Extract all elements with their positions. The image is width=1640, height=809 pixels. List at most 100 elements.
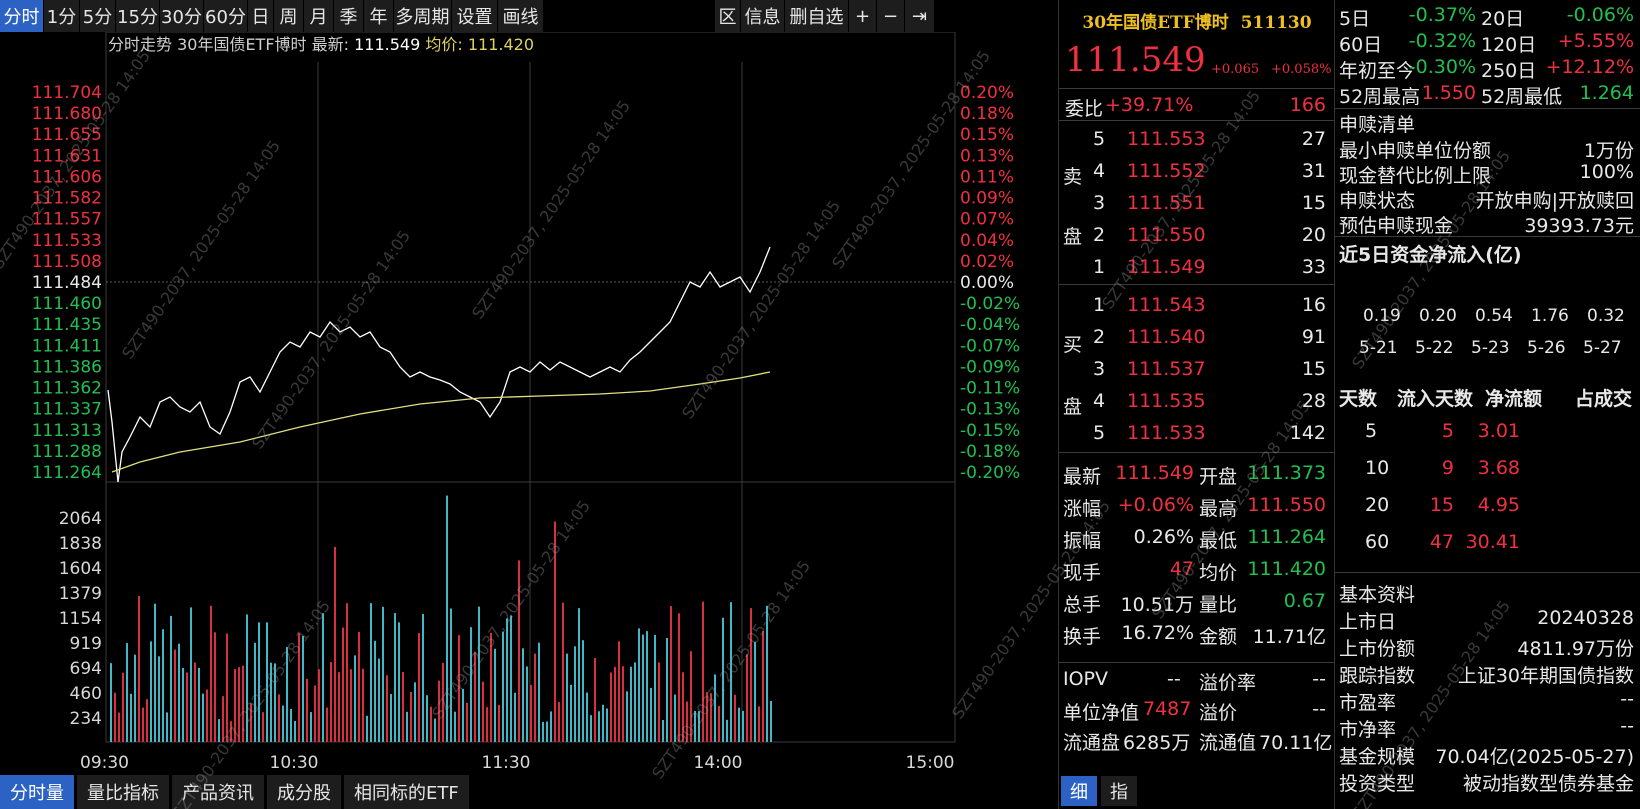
- stat-label: 总手: [1063, 594, 1102, 616]
- stat-value: +0.06%: [1117, 494, 1194, 516]
- basic-label: 基金规模: [1339, 746, 1416, 768]
- period-tab-1[interactable]: 1分: [44, 0, 80, 32]
- price-tick: 111.680: [32, 104, 102, 124]
- toolbar-action-4[interactable]: −: [877, 0, 905, 32]
- period-tab-9[interactable]: 季: [334, 0, 364, 32]
- volume-bar: [286, 647, 288, 742]
- period-tab-7[interactable]: 周: [274, 0, 304, 32]
- toolbar-action-0[interactable]: 区: [715, 0, 741, 32]
- volume-bar: [714, 674, 716, 742]
- basic-title: 基本资料: [1339, 584, 1416, 606]
- volume-bar: [482, 681, 484, 742]
- weicha-value: 166: [1289, 94, 1326, 116]
- volume-bar: [550, 711, 552, 742]
- flow-date: 5-23: [1471, 338, 1510, 358]
- period-tab-10[interactable]: 年: [364, 0, 394, 32]
- perf-value: 1.264: [1579, 82, 1634, 104]
- period-tab-5[interactable]: 60分: [204, 0, 248, 32]
- volume-bar: [402, 671, 404, 742]
- period-tab-0[interactable]: 分时: [0, 0, 44, 32]
- volume-bar: [450, 608, 452, 742]
- period-tab-13[interactable]: 画线: [498, 0, 544, 32]
- intraday-chart[interactable]: 分时走势 30年国债ETF博时 最新: 111.549 均价: 111.420 1…: [0, 32, 1058, 774]
- toolbar-action-2[interactable]: 删自选: [785, 0, 849, 32]
- toolbar-action-3[interactable]: +: [849, 0, 877, 32]
- period-tab-11[interactable]: 多周期: [394, 0, 452, 32]
- flow-inflow-days: 47: [1429, 531, 1454, 553]
- price-tick: 111.704: [32, 83, 102, 103]
- tab-zhi[interactable]: 指: [1101, 776, 1137, 806]
- stat-label: 均价: [1199, 562, 1238, 584]
- price-tick: 111.508: [32, 252, 102, 272]
- volume-bar: [666, 637, 668, 742]
- vol-tick: 1379: [59, 584, 102, 604]
- period-tab-4[interactable]: 30分: [160, 0, 204, 32]
- volume-bar: [422, 613, 424, 742]
- sell-price: 111.551: [1127, 192, 1206, 214]
- buy-level: 4: [1093, 390, 1106, 412]
- sell-label: 卖: [1063, 166, 1083, 188]
- pct-tick: -0.07%: [960, 336, 1020, 356]
- volume-bar: [758, 706, 760, 742]
- sell-level: 2: [1093, 224, 1106, 246]
- vol-tick: 460: [70, 684, 102, 704]
- toolbar-action-1[interactable]: 信息: [741, 0, 785, 32]
- volume-bar: [466, 702, 468, 742]
- volume-bar: [622, 666, 624, 742]
- volume-bar: [570, 684, 572, 742]
- stat-label: 涨幅: [1063, 498, 1102, 520]
- price-tick: 111.411: [32, 336, 102, 356]
- time-tick: 09:30: [80, 753, 129, 773]
- period-tab-3[interactable]: 15分: [116, 0, 160, 32]
- bottom-tab-0[interactable]: 分时量: [0, 775, 74, 809]
- volume-bar: [634, 662, 636, 742]
- stat-label: 金额: [1199, 626, 1238, 648]
- volume-bar: [442, 662, 444, 742]
- volume-bar: [166, 712, 168, 742]
- bottom-tab-3[interactable]: 成分股: [267, 775, 341, 809]
- tab-xi[interactable]: 细: [1061, 776, 1097, 806]
- volume-bar: [130, 693, 132, 742]
- flow-days: 60: [1365, 531, 1390, 553]
- volume-bar: [470, 627, 472, 742]
- buy-label: 买: [1063, 334, 1083, 356]
- basic-label: 市净率: [1339, 719, 1397, 741]
- weibi-label: 委比: [1065, 98, 1104, 120]
- volume-bar: [646, 631, 648, 742]
- volume-bar: [362, 668, 364, 742]
- volume-bar: [534, 653, 536, 742]
- stat-label: 换手: [1063, 626, 1102, 648]
- bottom-tab-1[interactable]: 量比指标: [77, 775, 169, 809]
- period-tab-8[interactable]: 月: [304, 0, 334, 32]
- volume-bar: [378, 658, 380, 742]
- vol-tick: 234: [70, 709, 102, 729]
- period-tab-2[interactable]: 5分: [80, 0, 116, 32]
- volume-bar: [742, 710, 744, 742]
- volume-bar: [350, 669, 352, 742]
- volume-bar: [202, 693, 204, 742]
- price-tick: 111.631: [32, 146, 102, 166]
- flow-net: 3.01: [1477, 420, 1520, 442]
- quote-panel: 30年国债ETF博时 511130 111.549 +0.065 +0.058%…: [1058, 0, 1335, 809]
- bottom-tab-4[interactable]: 相同标的ETF: [344, 775, 469, 809]
- volume-bar: [314, 685, 316, 742]
- vol-tick: 694: [70, 659, 102, 679]
- float-value: 6285万: [1123, 732, 1191, 754]
- period-tab-6[interactable]: 日: [248, 0, 274, 32]
- period-tab-12[interactable]: 设置: [452, 0, 498, 32]
- volume-bar: [718, 705, 720, 742]
- bottom-tab-2[interactable]: 产品资讯: [172, 775, 264, 809]
- price-tick: 111.264: [32, 463, 102, 483]
- float-mv-label: 流通值: [1199, 732, 1257, 754]
- buy-level: 1: [1093, 294, 1106, 316]
- perf-value: +12.12%: [1545, 56, 1634, 78]
- buy-price: 111.533: [1127, 422, 1206, 444]
- volume-bar: [762, 630, 764, 742]
- toolbar-action-5[interactable]: ⇥: [905, 0, 935, 32]
- volume-bar: [198, 667, 200, 742]
- volume-bar: [746, 654, 748, 742]
- volume-bar: [138, 595, 140, 742]
- stat-value: 10.51万: [1120, 594, 1194, 616]
- stat-label: 量比: [1199, 594, 1238, 616]
- flow-header: 天数: [1339, 388, 1378, 410]
